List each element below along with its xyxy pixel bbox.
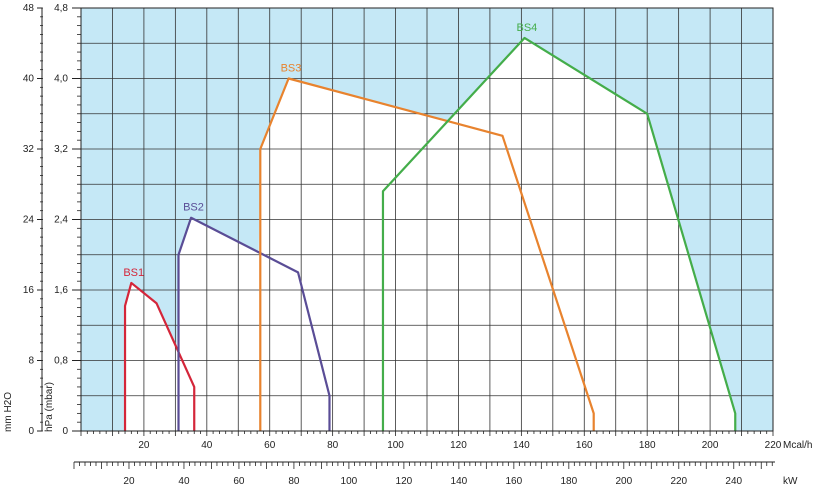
x-tick-label-mcal: 80: [327, 440, 339, 451]
y-tick-label-mmh2o: 24: [23, 215, 35, 226]
series-label-bs2: BS2: [183, 202, 204, 214]
x-tick-label-kw: 60: [233, 476, 245, 487]
x-tick-label-kw: 120: [396, 476, 413, 487]
y-axis-label-hpa: hPa (mbar): [44, 382, 55, 432]
y-tick-label-mmh2o: 32: [23, 144, 35, 155]
x-tick-label-mcal: 120: [450, 440, 467, 451]
x-tick-label-kw: 140: [451, 476, 468, 487]
x-tick-label-kw: 160: [505, 476, 522, 487]
series-line-bs4: [381, 36, 737, 431]
x-tick-label-mcal: 100: [387, 440, 404, 451]
y-tick-label-hpa: 4,0: [54, 74, 68, 85]
series-line-bs1: [123, 281, 196, 431]
y-tick-label-mmh2o: 8: [28, 356, 34, 367]
y-tick-label-mmh2o: 0: [28, 426, 34, 437]
left-axis: 0 8 16 24 32 40 48: [23, 3, 43, 437]
y-tick-label-hpa: 0: [62, 426, 68, 437]
y-tick-label-hpa: 3,2: [54, 144, 68, 155]
x-tick-label-mcal: 60: [264, 440, 276, 451]
x-tick-label-kw: 180: [560, 476, 577, 487]
series-line-bs2: [177, 216, 331, 431]
x-tick-label-kw: 100: [341, 476, 358, 487]
x-tick-label-kw: 80: [288, 476, 300, 487]
series-label-bs1: BS1: [123, 267, 144, 279]
x-tick-label-mcal: 140: [513, 440, 530, 451]
series-layer: BS1 BS2 BS3 BS4: [123, 22, 737, 431]
y-tick-label-hpa: 1,6: [54, 285, 68, 296]
y-tick-label-mmh2o: 48: [23, 3, 35, 14]
inner-axis: 0 0,8 1,6 2,4 3,2 4,0 4,8: [54, 3, 81, 437]
x-tick-label-mcal: 40: [201, 440, 213, 451]
x-axis-mcal: 20 40 60 80 100 120 140 160 180 200 220: [80, 431, 782, 451]
x-tick-label-mcal: 20: [138, 440, 150, 451]
x-tick-label-kw: 40: [178, 476, 190, 487]
x-axis-label-mcal: Mcal/h: [783, 440, 812, 451]
y-tick-label-hpa: 2,4: [54, 215, 68, 226]
x-tick-label-kw: 20: [123, 476, 135, 487]
y-tick-label-mmh2o: 16: [23, 285, 35, 296]
x-tick-label-mcal: 160: [576, 440, 593, 451]
x-tick-label-kw: 220: [670, 476, 687, 487]
x-axis-kw: 20 40 60 80 100 120 140 160 180 200 220 240: [73, 461, 775, 487]
x-axis-label-kw: kW: [783, 476, 798, 487]
series-label-bs4: BS4: [517, 22, 538, 34]
y-axis-label-mmh2o: mm H2O: [3, 392, 14, 432]
y-tick-label-hpa: 0,8: [54, 356, 68, 367]
series-label-bs3: BS3: [281, 63, 302, 75]
x-tick-label-mcal: 180: [639, 440, 656, 451]
y-tick-label-mmh2o: 40: [23, 74, 35, 85]
x-tick-label-mcal: 220: [765, 440, 782, 451]
x-tick-label-mcal: 200: [702, 440, 719, 451]
working-field-white: [125, 37, 736, 432]
y-tick-label-hpa: 4,8: [54, 3, 68, 14]
x-tick-label-kw: 240: [725, 476, 742, 487]
series-line-bs3: [259, 77, 595, 431]
x-tick-label-kw: 200: [615, 476, 632, 487]
